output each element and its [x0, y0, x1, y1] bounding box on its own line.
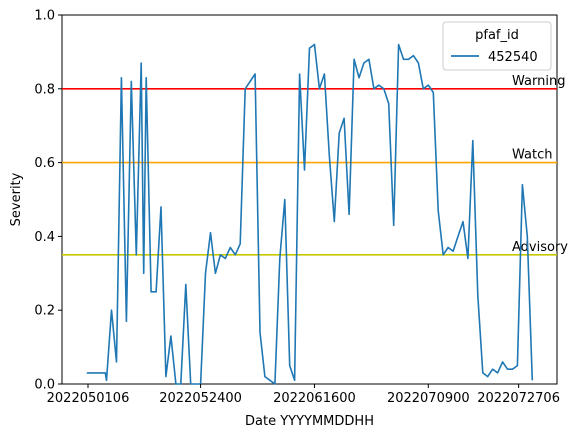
legend-series-label: 452540	[488, 50, 538, 65]
legend: pfaf_id 452540	[442, 21, 552, 71]
x-tick-label: 2022072706	[477, 391, 560, 406]
x-tick-label: 2022050106	[47, 391, 130, 406]
x-tick-label: 2022052400	[159, 391, 242, 406]
plot-frame	[61, 14, 558, 385]
y-tick-label: 0.0	[34, 378, 55, 393]
threshold-label-advisory: Advisory	[512, 240, 568, 255]
y-tick-label: 0.2	[34, 304, 55, 319]
threshold-label-warning: Warning	[512, 74, 565, 89]
y-axis-label: Severity	[9, 172, 24, 226]
y-tick-label: 0.4	[34, 230, 55, 245]
threshold-label-watch: Watch	[512, 148, 552, 163]
x-tick-label: 2022070900	[387, 391, 470, 406]
y-tick-label: 0.8	[34, 82, 55, 97]
legend-title: pfaf_id	[475, 28, 519, 43]
x-tick-label: 2022061600	[273, 391, 356, 406]
x-axis-label: Date YYYYMMDDHH	[245, 414, 374, 429]
y-tick-label: 0.6	[34, 156, 55, 171]
tick-group: 0.0 0.2 0.4 0.6 0.8 1.0 2022050106 2022052400 20…	[34, 9, 560, 407]
series-group	[86, 43, 534, 385]
axes-group	[61, 14, 558, 385]
series-line-452540	[86, 43, 534, 385]
legend-box	[442, 21, 552, 71]
y-tick-label: 1.0	[34, 9, 55, 24]
